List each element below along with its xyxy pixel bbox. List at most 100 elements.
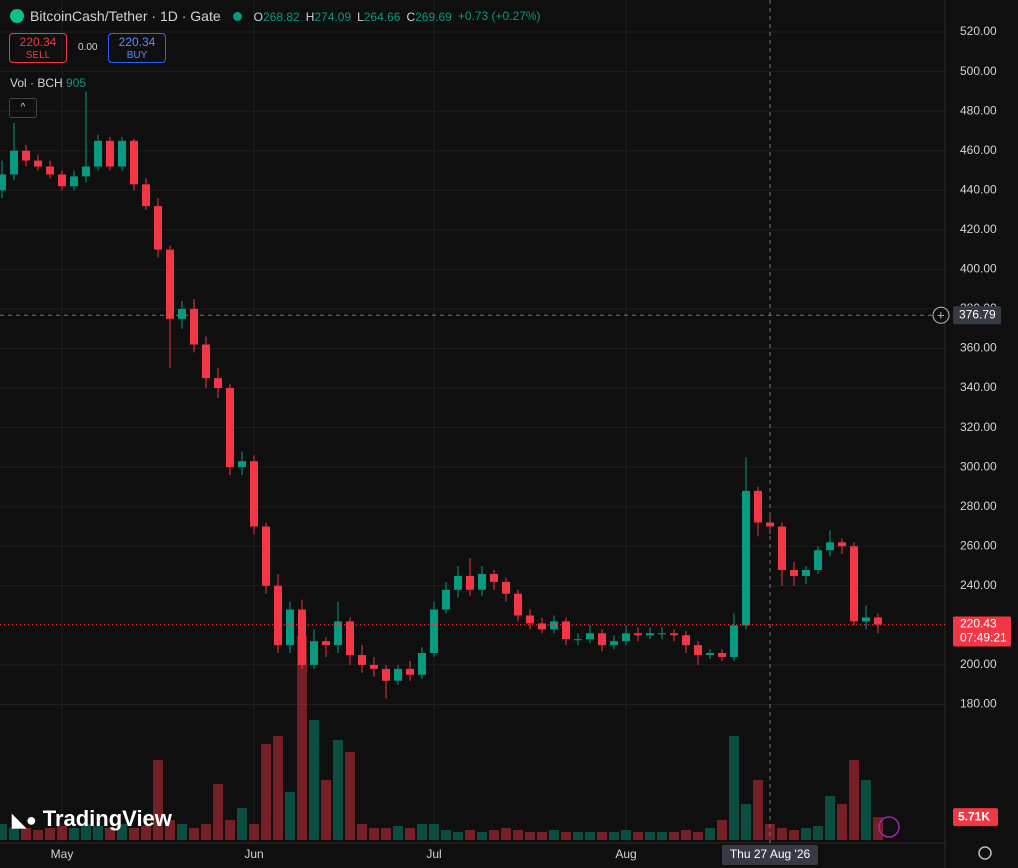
candle-body — [814, 550, 822, 570]
countdown: 07:49:21 — [960, 631, 1007, 645]
volume-bar — [345, 752, 355, 840]
volume-bar — [201, 824, 211, 840]
volume-bar — [741, 804, 751, 840]
candle-body — [238, 461, 246, 468]
volume-bar — [705, 828, 715, 840]
candle-body — [538, 623, 546, 630]
candle-body — [106, 140, 114, 167]
candle-body — [178, 308, 186, 319]
volume-bar — [393, 826, 403, 840]
candle-body — [826, 542, 834, 551]
y-tick-label: 480.00 — [960, 103, 997, 117]
volume-bar — [45, 828, 55, 840]
candle-body — [226, 388, 234, 468]
spread: 0.00 — [78, 42, 98, 53]
candle-body — [838, 542, 846, 547]
sell-price: 220.34 — [19, 35, 57, 49]
volume-bar — [441, 830, 451, 840]
y-tick-label: 360.00 — [960, 341, 997, 355]
volume-bar — [273, 736, 283, 840]
candle-body — [442, 589, 450, 610]
candle-body — [682, 635, 690, 646]
y-tick-label: 320.00 — [960, 420, 997, 434]
volume-bar — [501, 828, 511, 840]
volume-bar — [825, 796, 835, 840]
ohlc-value: 264.66 — [363, 10, 401, 24]
ohlc-key: C — [406, 10, 416, 24]
volume-value: 905 — [66, 76, 87, 90]
candle-body — [634, 633, 642, 636]
volume-bar — [753, 780, 763, 840]
volume-bar — [609, 832, 619, 840]
candle-body — [46, 166, 54, 175]
last-price-box — [953, 616, 1011, 647]
logo-text: TradingView — [42, 806, 172, 831]
volume-title: Vol · BCH — [10, 76, 63, 90]
candle-body — [778, 526, 786, 570]
volume-bar — [189, 828, 199, 840]
settings-button[interactable] — [978, 846, 992, 860]
candle-body — [622, 633, 630, 642]
volume-bar — [801, 828, 811, 840]
volume-bar — [165, 820, 175, 840]
x-tick-label: May — [51, 847, 74, 861]
y-tick-label: 300.00 — [960, 459, 997, 473]
collapse-button[interactable]: ^ — [9, 98, 37, 118]
candle-body — [646, 633, 654, 636]
volume-bar — [813, 826, 823, 840]
candle-body — [550, 621, 558, 630]
y-tick-label: 200.00 — [960, 657, 997, 671]
volume-bar — [177, 824, 187, 840]
candle-body — [250, 461, 258, 527]
volume-bar — [69, 828, 79, 840]
candle-body — [742, 490, 750, 626]
volume-bar — [525, 832, 535, 840]
candle-body — [754, 490, 762, 523]
buy-label: BUY — [126, 50, 148, 61]
volume-marker-box — [953, 808, 998, 827]
volume-bar — [669, 832, 679, 840]
volume-bar — [477, 832, 487, 840]
x-tick-label: Jul — [426, 847, 441, 861]
volume-bar — [213, 784, 223, 840]
y-tick-label: 460.00 — [960, 143, 997, 157]
y-tick-label: 520.00 — [960, 24, 997, 38]
volume-bar — [657, 832, 667, 840]
y-tick-label: 440.00 — [960, 182, 997, 196]
volume-bar — [57, 826, 67, 840]
volume-bar — [585, 832, 595, 840]
volume-bar — [93, 826, 103, 840]
candle-body — [610, 641, 618, 646]
volume-bar — [285, 792, 295, 840]
lightning-button[interactable] — [878, 816, 900, 838]
candle-body — [322, 641, 330, 646]
candle-body — [526, 615, 534, 624]
candle-body — [274, 585, 282, 646]
candle-body — [118, 140, 126, 167]
symbol-title[interactable]: BitcoinCash/Tether · 1D · Gate — [30, 8, 221, 24]
volume-bar — [489, 830, 499, 840]
volume-bar — [717, 820, 727, 840]
sell-button[interactable]: 220.34 SELL — [9, 33, 67, 63]
last-price-label: 220.43 — [960, 617, 997, 631]
volume-bar — [837, 804, 847, 840]
candle-body — [34, 160, 42, 167]
candle-body — [262, 526, 270, 586]
y-tick-label: 340.00 — [960, 380, 997, 394]
ohlc-key: H — [305, 10, 315, 24]
candle-body — [502, 581, 510, 594]
volume-bar — [249, 824, 259, 840]
candle-body — [862, 617, 870, 622]
candle-body — [82, 166, 90, 177]
x-tick-label: Jun — [244, 847, 263, 861]
add-alert-button[interactable] — [932, 306, 950, 324]
volume-bar — [513, 830, 523, 840]
volume-legend: Vol · BCH 905 — [10, 76, 86, 90]
buy-button[interactable]: 220.34 BUY — [108, 33, 166, 63]
y-tick-label: 400.00 — [960, 262, 997, 276]
change: +0.73 (+0.27%) — [457, 9, 541, 23]
volume-bar — [237, 808, 247, 840]
volume-bar — [297, 636, 307, 840]
candle-body — [598, 633, 606, 646]
candle-body — [10, 150, 18, 175]
